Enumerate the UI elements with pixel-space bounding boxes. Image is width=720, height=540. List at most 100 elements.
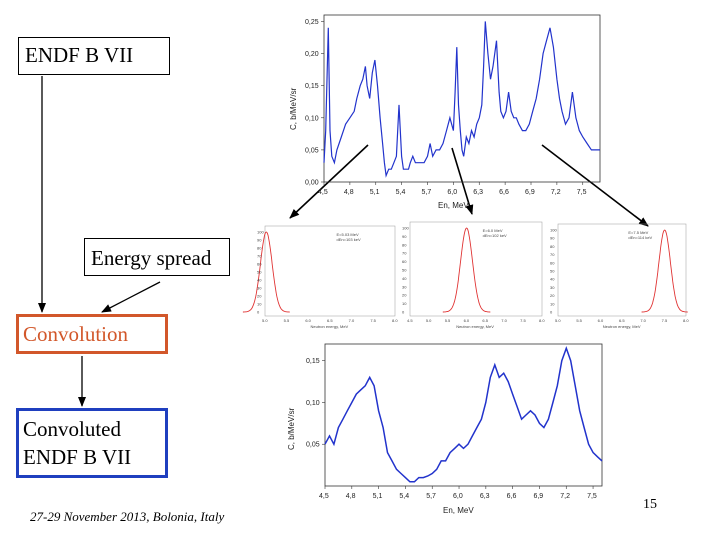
panel-ytick-label: 30 — [257, 286, 262, 291]
panel-ytick-label: 50 — [402, 268, 407, 273]
panel-ytick-label: 0 — [550, 310, 553, 315]
top-chart-xtick-label: 4,5 — [318, 189, 328, 196]
convolution-box: Convolution — [16, 314, 168, 354]
panel-frame — [409, 221, 543, 317]
bottom-chart-ylabel: C, b/MeV/sr — [287, 407, 296, 450]
panel-ytick-label: 10 — [550, 301, 555, 306]
energy-spread-box: Energy spread — [84, 238, 230, 276]
bottom-chart-xtick-label: 5,1 — [373, 493, 383, 500]
panel-ytick-label: 70 — [402, 251, 407, 256]
footer-date-place: 27-29 November 2013, Bolonia, Italy — [30, 509, 225, 524]
panel-xtick-label: 5.0 — [426, 318, 432, 323]
arrow-spread-to-convolution — [101, 281, 161, 313]
top-chart-xtick-label: 4,8 — [344, 189, 354, 196]
bottom-chart-xlabel: En, MeV — [443, 506, 474, 515]
panel-xtick-label: 7.0 — [349, 318, 355, 323]
panel-ytick-label: 90 — [550, 236, 555, 241]
top-chart-ytick-label: 0,20 — [305, 51, 319, 58]
top-chart-xtick-label: 6,6 — [499, 189, 509, 196]
panel-ytick-label: 10 — [402, 301, 407, 306]
panel-xtick-label: 5.0 — [555, 318, 561, 323]
panel-peak-curve — [242, 231, 290, 313]
panel-peak-curve — [641, 229, 688, 313]
panel-ytick-label: 40 — [402, 276, 407, 281]
panel-xtick-label: 7.5 — [370, 318, 376, 323]
panel-ytick-label: 60 — [550, 260, 555, 265]
panel-legend-line2: dEn=114 keV — [628, 235, 652, 240]
bottom-chart-xtick-label: 6,0 — [453, 493, 463, 500]
panel-ytick-label: 60 — [402, 259, 407, 264]
convoluted-label-line1: Convoluted — [23, 417, 121, 441]
panel-ytick-label: 0 — [257, 310, 260, 315]
top-chart-xlabel: En, MeV — [438, 201, 469, 210]
bottom-chart-xtick-label: 7,2 — [560, 493, 570, 500]
panel-ytick-label: 90 — [257, 238, 262, 243]
endf-b-vii-label: ENDF B VII — [25, 43, 134, 67]
convoluted-cross-section-chart: 0,05 0,10 0,15 4,5 4,8 5,1 5,4 5,7 6,0 6,3 6,6 6,9… — [287, 343, 603, 515]
panel-xtick-label: 8.0 — [392, 318, 398, 323]
panel-xtick-label: 6.5 — [482, 318, 488, 323]
panel-ytick-label: 100 — [402, 226, 409, 231]
panel-xtick-label: 6.5 — [619, 318, 625, 323]
panel-frame — [264, 225, 396, 317]
top-chart-ytick-label: 0,10 — [305, 115, 319, 122]
top-chart-xtick-label: 6,9 — [525, 189, 535, 196]
panel-xtick-label: 8.0 — [539, 318, 545, 323]
panel-ytick-label: 20 — [550, 293, 555, 298]
panel-xtick-label: 5.5 — [576, 318, 582, 323]
panel-legend-line2: dEn=102 keV — [483, 233, 507, 238]
page-number: 15 — [643, 497, 657, 512]
top-chart-xtick-label: 6,3 — [473, 189, 483, 196]
panel-ytick-label: 50 — [550, 269, 555, 274]
top-chart-xtick-label: 5,1 — [370, 189, 380, 196]
panel-ytick-label: 0 — [402, 310, 405, 315]
arrow-chart-to-panel-1 — [289, 144, 369, 219]
panel-ytick-label: 100 — [257, 230, 264, 235]
panel-ytick-label: 70 — [550, 252, 555, 257]
top-chart-ytick-label: 0,25 — [305, 19, 319, 26]
panel-ytick-label: 80 — [550, 244, 555, 249]
endf-cross-section-chart: 0,00 0,05 0,10 0,15 0,20 0,25 4,5 4,8 5,1 5,4 5,7… — [289, 14, 601, 210]
top-chart-curve — [323, 21, 600, 178]
bottom-chart-xtick-label: 6,9 — [533, 493, 543, 500]
panel-ytick-label: 30 — [402, 284, 407, 289]
top-chart-ytick-label: 0,15 — [305, 83, 319, 90]
bottom-chart-xtick-label: 5,4 — [399, 493, 409, 500]
panel-ytick-label: 40 — [257, 278, 262, 283]
panel-legend-line1: E=6.0 MeV — [483, 228, 503, 233]
panel-xtick-label: 6.0 — [305, 318, 311, 323]
panel-ytick-label: 40 — [550, 277, 555, 282]
top-chart-ytick-label: 0,05 — [305, 147, 319, 154]
panel-xlabel: Neutron energy, MeV — [311, 324, 349, 329]
panel-xtick-label: 4.5 — [407, 318, 413, 323]
panel-xlabel: Neutron energy, MeV — [603, 324, 641, 329]
bottom-chart-ytick-label: 0,10 — [306, 400, 320, 407]
bottom-chart-ytick-label: 0,15 — [306, 358, 320, 365]
panel-xtick-label: 7.5 — [520, 318, 526, 323]
panel-peak-curve — [442, 227, 491, 313]
panel-legend-line1: E=5.03 MeV — [337, 232, 359, 237]
top-chart-xtick-label: 7,5 — [577, 189, 587, 196]
panel-ytick-label: 20 — [257, 294, 262, 299]
panel-xtick-label: 7.0 — [640, 318, 646, 323]
panel-xtick-label: 8.0 — [683, 318, 689, 323]
convoluted-label-line2: ENDF B VII — [23, 445, 132, 469]
bottom-chart-xtick-label: 6,3 — [480, 493, 490, 500]
panel-ytick-label: 80 — [257, 246, 262, 251]
panel-ytick-label: 20 — [402, 293, 407, 298]
top-chart-xtick-label: 5,7 — [422, 189, 432, 196]
top-chart-ytick-label: 0,00 — [305, 180, 319, 187]
panel-xtick-label: 5.5 — [284, 318, 290, 323]
panel-legend-line1: E=7.5 MeV — [628, 230, 648, 235]
bottom-chart-xtick-label: 6,6 — [507, 493, 517, 500]
convoluted-endf-box: Convoluted ENDF B VII — [16, 408, 168, 478]
top-chart-xtick-label: 7,2 — [551, 189, 561, 196]
panel-ytick-label: 30 — [550, 285, 555, 290]
panel-xtick-label: 6.5 — [327, 318, 333, 323]
panel-ytick-label: 70 — [257, 254, 262, 259]
